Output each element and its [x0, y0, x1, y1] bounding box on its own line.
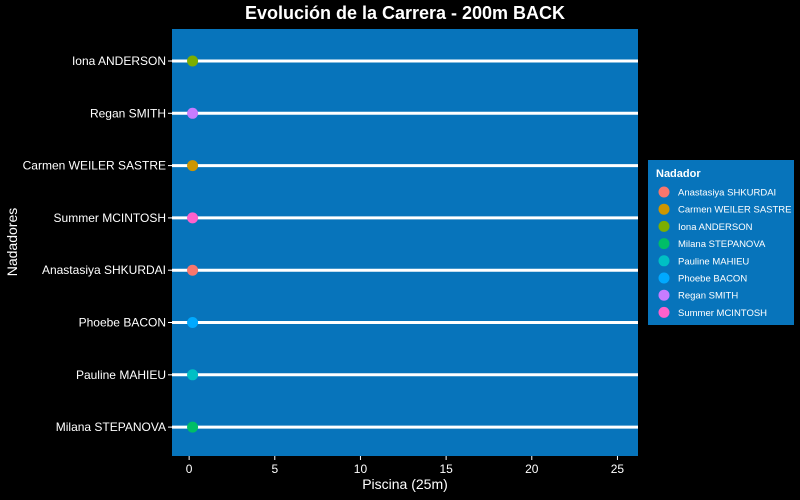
swimmer-point	[187, 317, 199, 328]
legend-label: Milana STEPANOVA	[678, 239, 766, 250]
x-tick-label: 5	[271, 462, 278, 476]
legend: Nadador Anastasiya SHKURDAI Carmen WEILER…	[648, 160, 794, 325]
legend-background	[648, 160, 794, 325]
y-tick-label: Regan SMITH	[90, 106, 166, 120]
legend-label: Iona ANDERSON	[678, 222, 753, 233]
x-tick-label: 25	[611, 462, 625, 476]
y-tick-label: Iona ANDERSON	[72, 54, 166, 68]
y-tick-label: Milana STEPANOVA	[56, 420, 166, 434]
y-tick-label: Carmen WEILER SASTRE	[23, 159, 166, 173]
y-tick-label: Anastasiya SHKURDAI	[42, 263, 166, 277]
swimmer-point	[187, 369, 199, 381]
lane-lines	[172, 59, 638, 429]
plot-panel	[172, 29, 638, 456]
legend-label: Phoebe BACON	[678, 274, 747, 285]
legend-key	[658, 220, 670, 232]
x-tick-label: 0	[186, 462, 193, 476]
legend-key	[658, 186, 670, 198]
legend-label: Carmen WEILER SASTRE	[678, 205, 792, 216]
x-tick-label: 15	[439, 462, 453, 476]
legend-key	[658, 306, 670, 318]
legend-label: Regan SMITH	[678, 291, 738, 302]
legend-key	[658, 272, 670, 284]
legend-label: Pauline MAHIEU	[678, 256, 749, 267]
y-tick-label: Summer MCINTOSH	[54, 211, 166, 225]
legend-key	[658, 289, 670, 301]
chart-title: Evolución de la Carrera - 200m BACK	[245, 3, 565, 23]
legend-key	[658, 255, 670, 267]
y-axis-title: Nadadores	[4, 208, 20, 277]
legend-title: Nadador	[656, 168, 701, 180]
y-tick-label: Phoebe BACON	[79, 316, 166, 330]
swimmer-point	[187, 107, 199, 119]
legend-key	[658, 203, 670, 215]
swimmer-point	[187, 160, 199, 172]
x-tick-label: 10	[354, 462, 368, 476]
legend-label: Summer MCINTOSH	[678, 308, 767, 319]
x-axis-ticks: 0 5 10 15 20 25	[186, 456, 625, 476]
x-tick-label: 20	[525, 462, 539, 476]
swimmer-point	[187, 264, 199, 276]
swimmer-point	[187, 212, 199, 224]
x-axis-title: Piscina (25m)	[362, 476, 448, 492]
y-tick-label: Pauline MAHIEU	[76, 368, 166, 382]
legend-key	[658, 238, 670, 250]
legend-items: Anastasiya SHKURDAI Carmen WEILER SASTRE I…	[658, 186, 792, 319]
data-points	[187, 55, 199, 433]
swimmer-point	[187, 421, 199, 433]
swimmer-point	[187, 55, 199, 67]
y-axis-ticks: Iona ANDERSON Regan SMITH Carmen WEILER SA…	[23, 54, 172, 434]
legend-label: Anastasiya SHKURDAI	[678, 188, 776, 199]
